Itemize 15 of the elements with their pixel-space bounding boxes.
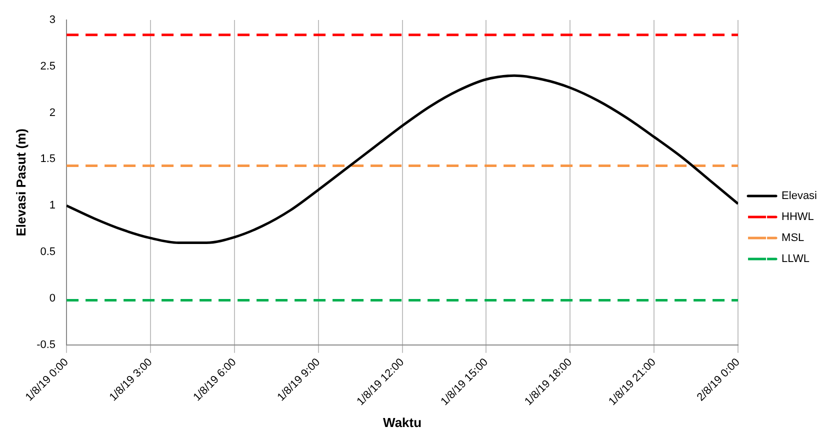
y-tick-label: -0.5: [36, 338, 56, 351]
y-tick-label: 1.5: [40, 153, 56, 166]
y-tick-label: 0: [49, 292, 56, 304]
x-axis-title: Waktu: [383, 414, 422, 430]
y-tick-label: 0.5: [40, 246, 56, 258]
y-tick-label: 2: [49, 106, 56, 119]
legend-label: HHWL: [782, 211, 814, 224]
y-tick-label: 3: [49, 14, 56, 26]
line-series: [66, 74, 738, 244]
y-axis-title: Elevasi Pasut (m): [13, 128, 28, 236]
y-tick-label: 1: [49, 200, 56, 212]
legend-label: LLWL: [782, 253, 810, 266]
y-tick-label: 2.5: [40, 60, 56, 72]
legend-label: Elevasi: [782, 190, 818, 202]
legend-label: MSL: [782, 232, 804, 244]
